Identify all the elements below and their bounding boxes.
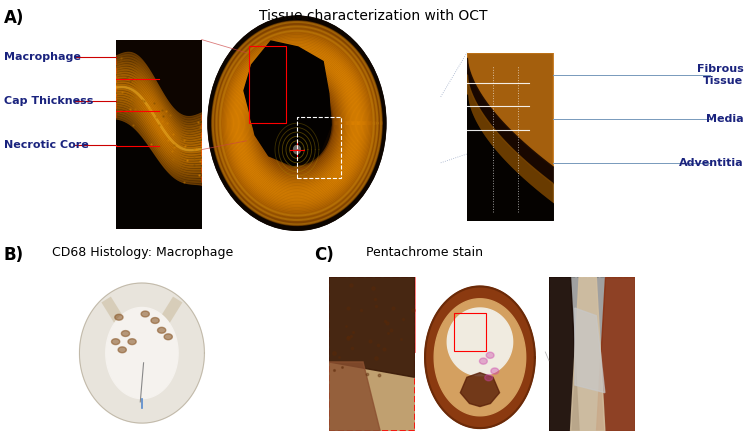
Bar <box>297 117 341 178</box>
Polygon shape <box>141 311 149 317</box>
Polygon shape <box>574 308 605 393</box>
Polygon shape <box>434 299 526 416</box>
Text: Pentachrome stain: Pentachrome stain <box>366 246 483 260</box>
Polygon shape <box>329 277 415 378</box>
Polygon shape <box>460 373 500 407</box>
Polygon shape <box>480 358 487 364</box>
Polygon shape <box>122 330 130 337</box>
Polygon shape <box>115 314 123 320</box>
Polygon shape <box>249 62 315 150</box>
Text: B): B) <box>4 246 24 264</box>
Text: C): C) <box>314 246 333 264</box>
Text: CD68 Histology: Macrophage: CD68 Histology: Macrophage <box>52 246 234 260</box>
Polygon shape <box>111 339 120 345</box>
Text: Macrophage: Macrophage <box>4 52 81 62</box>
Polygon shape <box>571 277 605 431</box>
Bar <box>454 312 486 351</box>
Polygon shape <box>486 352 494 358</box>
Polygon shape <box>164 334 173 340</box>
Polygon shape <box>116 40 202 115</box>
Polygon shape <box>151 318 159 323</box>
Polygon shape <box>118 347 126 353</box>
Polygon shape <box>447 308 512 376</box>
Polygon shape <box>106 308 178 399</box>
Text: Tissue characterization with OCT: Tissue characterization with OCT <box>259 9 488 23</box>
Polygon shape <box>79 283 205 423</box>
Polygon shape <box>158 327 166 333</box>
Text: A): A) <box>4 9 24 27</box>
Polygon shape <box>596 277 635 431</box>
Text: Adventitia: Adventitia <box>678 158 743 168</box>
Polygon shape <box>116 120 202 229</box>
Text: Cap Thickness: Cap Thickness <box>4 96 93 106</box>
Polygon shape <box>549 277 635 431</box>
Polygon shape <box>294 146 300 154</box>
Bar <box>249 46 286 123</box>
Text: Fibrous
Tissue: Fibrous Tissue <box>696 64 743 86</box>
Polygon shape <box>244 41 331 166</box>
Polygon shape <box>116 40 202 229</box>
Text: Media: Media <box>706 114 743 124</box>
Text: Necrotic Core: Necrotic Core <box>4 140 88 150</box>
Polygon shape <box>329 362 380 431</box>
Polygon shape <box>425 286 535 428</box>
Polygon shape <box>329 277 415 431</box>
Polygon shape <box>128 339 136 345</box>
Polygon shape <box>549 277 579 431</box>
Polygon shape <box>467 53 553 220</box>
Polygon shape <box>485 374 492 381</box>
Polygon shape <box>491 368 499 374</box>
Polygon shape <box>207 15 387 231</box>
